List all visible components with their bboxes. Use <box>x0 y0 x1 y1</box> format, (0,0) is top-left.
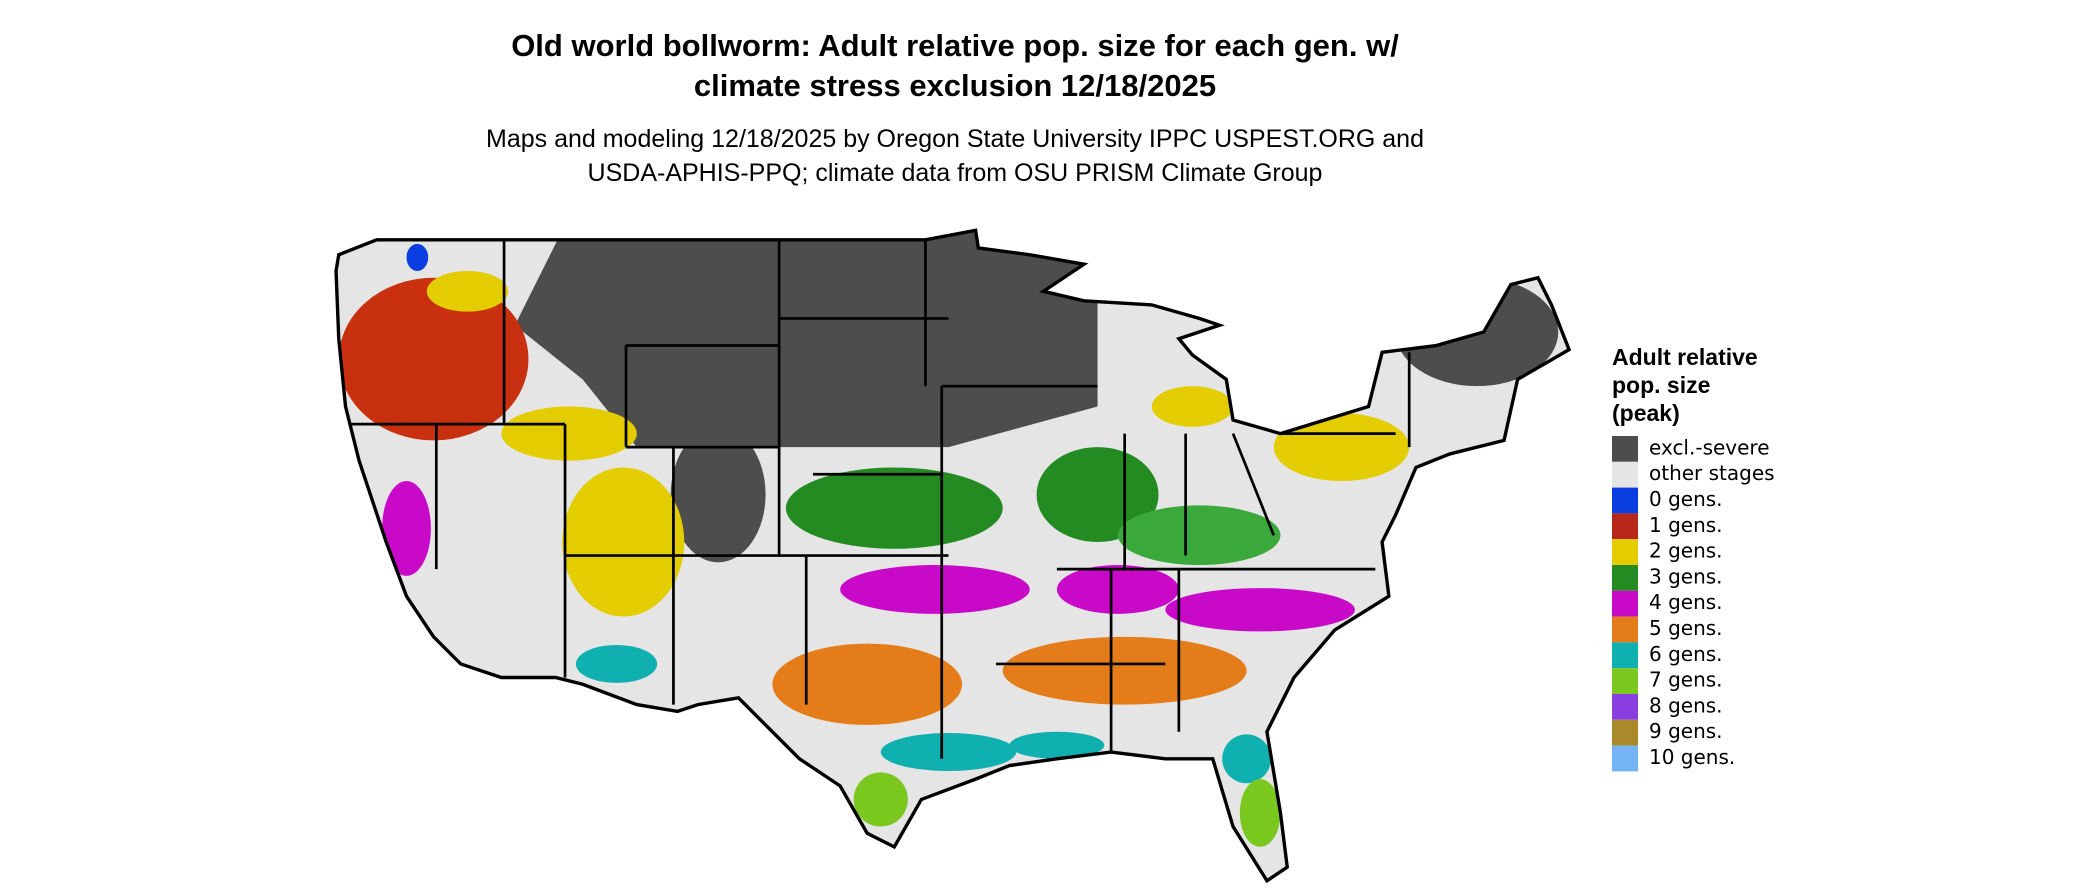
region <box>1222 734 1271 784</box>
region <box>1273 413 1410 482</box>
title: Old world bollworm: Adult relative pop. … <box>355 26 1555 106</box>
region <box>670 426 766 563</box>
legend-label: 10 gens. <box>1649 745 1735 769</box>
subtitle-line: USDA-APHIS-PPQ; climate data from OSU PR… <box>587 159 1323 187</box>
legend-label: other stages <box>1649 461 1775 485</box>
legend-swatch <box>1612 487 1638 514</box>
legend-label: excl.-severe <box>1649 435 1770 459</box>
legend-label: 7 gens. <box>1649 668 1723 692</box>
region <box>785 467 1003 549</box>
legend-label: 4 gens. <box>1649 590 1723 614</box>
legend-swatch <box>1612 719 1638 746</box>
region <box>562 467 685 617</box>
region <box>1117 505 1281 566</box>
map-body <box>334 228 1571 883</box>
region <box>840 565 1030 614</box>
subtitle-line: Maps and modeling 12/18/2025 by Oregon S… <box>486 125 1424 153</box>
legend-swatch <box>1612 616 1638 643</box>
legend-swatch <box>1612 590 1638 617</box>
legend-swatch <box>1612 642 1638 669</box>
legend-swatch <box>1612 436 1638 462</box>
legend-label: 3 gens. <box>1649 564 1723 588</box>
legend-swatch <box>1612 461 1638 488</box>
region <box>1002 636 1247 705</box>
subtitle: Maps and modeling 12/18/2025 by Oregon S… <box>355 122 1555 190</box>
region <box>1009 731 1105 759</box>
legend-title-line: Adult relative <box>1612 344 1758 370</box>
region <box>382 481 431 576</box>
region <box>406 243 429 271</box>
legend-label: 5 gens. <box>1649 616 1723 640</box>
region <box>1239 779 1281 847</box>
region <box>426 271 509 312</box>
region <box>880 733 1017 771</box>
legend-title: Adult relative pop. size (peak) <box>1612 343 1758 427</box>
title-line: climate stress exclusion 12/18/2025 <box>693 68 1217 103</box>
legend-label: 0 gens. <box>1649 487 1723 511</box>
legend-label: 1 gens. <box>1649 513 1723 537</box>
title-line: Old world bollworm: Adult relative pop. … <box>511 28 1399 63</box>
legend-swatch <box>1612 668 1638 694</box>
region <box>1036 447 1159 542</box>
legend-label: 6 gens. <box>1649 642 1723 666</box>
legend-label: 8 gens. <box>1649 693 1723 717</box>
legend-swatch <box>1612 694 1638 720</box>
legend-swatch <box>1612 745 1638 772</box>
state-borders <box>345 230 1411 759</box>
region <box>514 230 1098 448</box>
region <box>853 772 908 827</box>
legend-title-line: pop. size <box>1612 372 1711 398</box>
region <box>1165 588 1355 632</box>
legend-swatch <box>1612 513 1638 540</box>
region <box>1151 386 1234 427</box>
region <box>338 277 529 441</box>
legend-swatch <box>1612 565 1638 591</box>
region <box>772 643 963 725</box>
legend-label: 2 gens. <box>1649 539 1723 563</box>
legend-swatch <box>1612 539 1638 565</box>
legend-label: 9 gens. <box>1649 719 1723 743</box>
region <box>501 406 637 461</box>
region <box>1056 565 1179 614</box>
region <box>575 644 658 683</box>
legend-title-line: (peak) <box>1612 400 1680 426</box>
